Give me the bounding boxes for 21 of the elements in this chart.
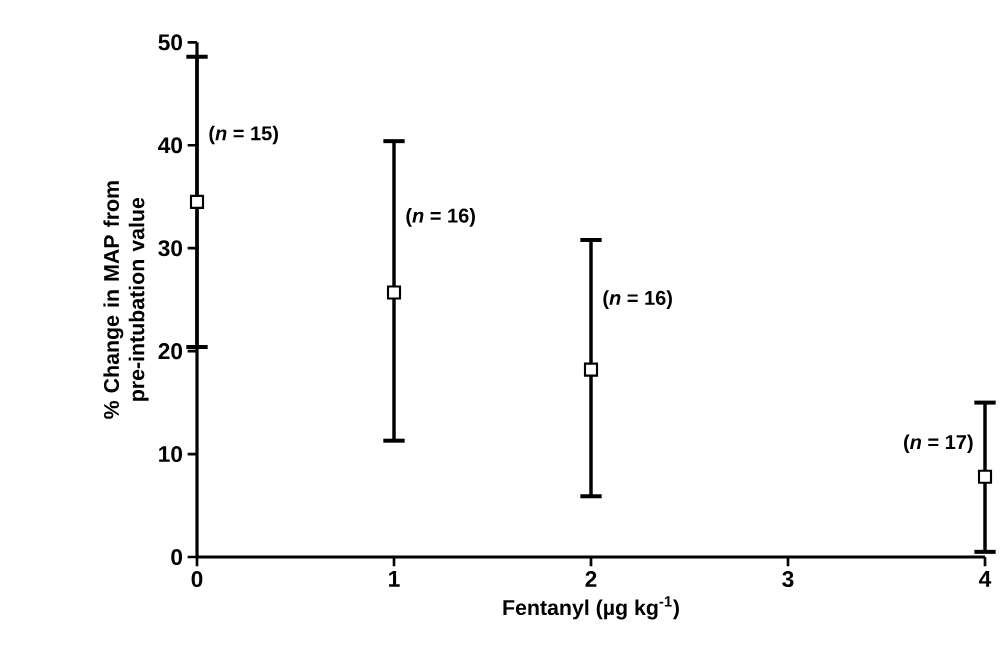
y-tick-label: 40 [158, 137, 183, 154]
x-axis-title: Fentanyl (µg kg$^{-1}$) [503, 596, 679, 620]
annotation: (n = 15) [209, 125, 278, 145]
annotation: (n = 17) [904, 434, 973, 454]
y-tick-label: 50 [158, 34, 183, 51]
x-tick-label: 4 [979, 571, 992, 587]
point [583, 362, 599, 377]
y-axis-title: % Change in MAP from pre-intubation value [103, 181, 149, 419]
x-tick-label: 3 [782, 571, 794, 588]
point [977, 469, 993, 484]
y-tick-label: 30 [158, 240, 183, 257]
point [386, 285, 402, 300]
point [189, 194, 205, 209]
x-tick-label: 2 [585, 571, 597, 587]
y-tick-label: 0 [171, 548, 183, 566]
x-tick-label: 1 [389, 571, 400, 587]
x-tick-label: 0 [191, 571, 203, 588]
annotation: (n = 16) [406, 208, 475, 227]
y-tick-label: 10 [159, 446, 183, 463]
y-tick-label: 20 [158, 343, 183, 360]
annotation: (n = 16) [603, 290, 672, 309]
